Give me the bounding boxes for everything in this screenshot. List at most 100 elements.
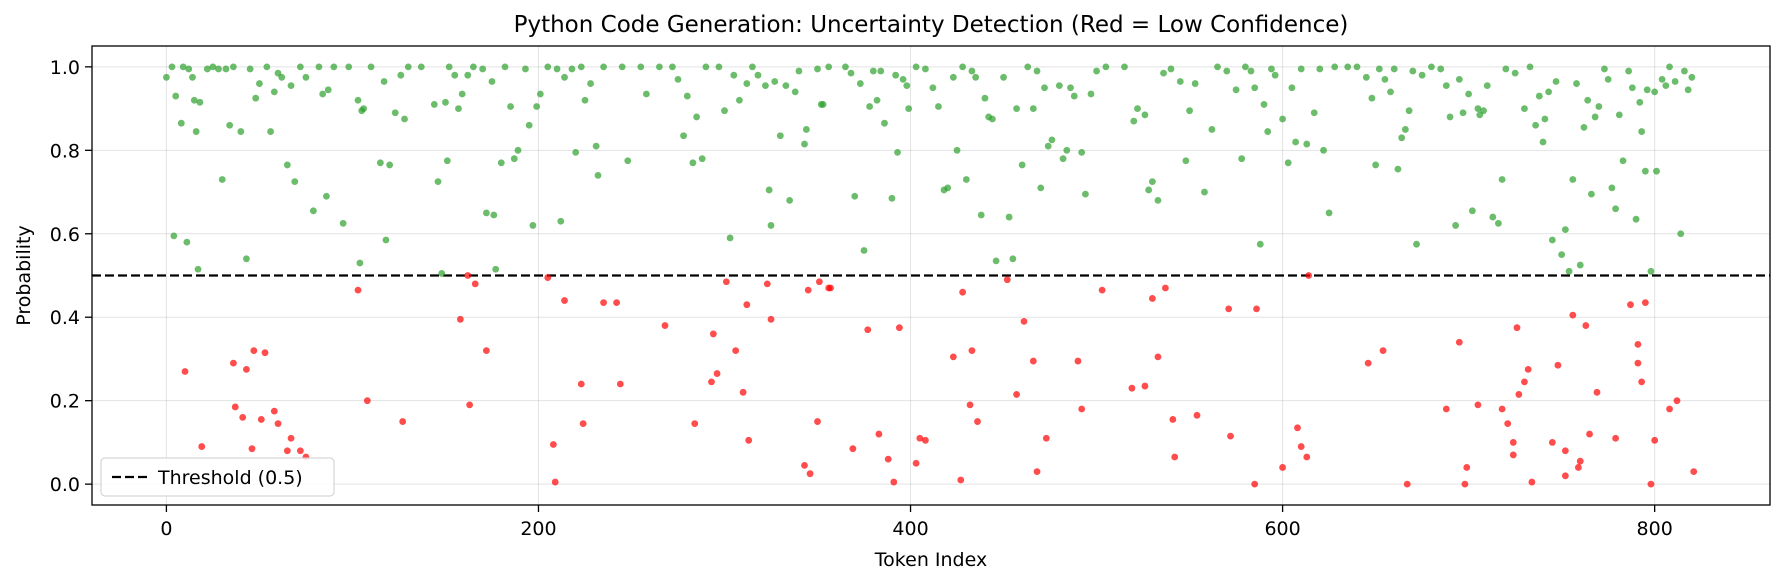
x-tick-label: 400 bbox=[892, 518, 928, 540]
data-point bbox=[616, 380, 624, 388]
data-point bbox=[492, 265, 500, 273]
data-point bbox=[1437, 65, 1445, 73]
data-point bbox=[1636, 98, 1644, 106]
data-point bbox=[1446, 113, 1454, 121]
data-point bbox=[1541, 115, 1549, 123]
data-point bbox=[1474, 105, 1482, 112]
data-point bbox=[1256, 240, 1264, 248]
data-point bbox=[464, 71, 472, 79]
data-point bbox=[456, 315, 464, 323]
data-point bbox=[438, 270, 446, 277]
data-point bbox=[1643, 86, 1651, 94]
data-point bbox=[782, 82, 790, 90]
data-point bbox=[1320, 146, 1327, 154]
data-point bbox=[1305, 272, 1313, 279]
data-point bbox=[466, 401, 474, 409]
data-point bbox=[786, 196, 794, 204]
data-point bbox=[1325, 209, 1333, 217]
data-point bbox=[544, 274, 552, 281]
data-point bbox=[624, 157, 632, 165]
data-point bbox=[873, 96, 881, 104]
data-point bbox=[1316, 65, 1324, 73]
data-point bbox=[815, 278, 823, 286]
data-point bbox=[864, 326, 872, 334]
data-point bbox=[1483, 82, 1491, 90]
data-point bbox=[278, 73, 286, 81]
data-point bbox=[1344, 63, 1352, 71]
data-point bbox=[1193, 411, 1201, 419]
data-point bbox=[579, 420, 587, 428]
data-point bbox=[702, 63, 710, 71]
data-point bbox=[1647, 267, 1655, 275]
data-point bbox=[367, 63, 375, 71]
data-point bbox=[1020, 318, 1028, 325]
data-point bbox=[525, 121, 533, 129]
data-point bbox=[1576, 457, 1584, 465]
data-point bbox=[1489, 213, 1497, 221]
data-point bbox=[443, 157, 451, 165]
data-point bbox=[250, 347, 258, 355]
data-point bbox=[802, 126, 810, 133]
data-points bbox=[163, 63, 1698, 488]
data-point bbox=[1509, 451, 1517, 459]
data-point bbox=[726, 234, 734, 242]
data-point bbox=[739, 388, 747, 396]
data-point bbox=[1130, 117, 1138, 125]
data-point bbox=[1673, 397, 1681, 405]
data-point bbox=[1055, 82, 1063, 90]
data-point bbox=[825, 63, 833, 71]
data-point bbox=[903, 82, 911, 90]
data-point bbox=[1364, 359, 1372, 367]
data-point bbox=[1394, 165, 1402, 173]
data-point bbox=[1201, 188, 1208, 196]
data-point bbox=[243, 255, 250, 263]
data-point bbox=[482, 347, 490, 355]
data-point bbox=[1428, 63, 1435, 71]
data-point bbox=[1160, 69, 1167, 77]
data-point bbox=[689, 159, 697, 167]
data-point bbox=[309, 207, 317, 215]
data-point bbox=[637, 63, 645, 71]
data-point bbox=[1526, 63, 1534, 71]
data-point bbox=[959, 63, 967, 71]
data-point bbox=[1288, 84, 1296, 92]
data-point bbox=[1353, 63, 1361, 71]
data-point bbox=[514, 146, 522, 154]
data-point bbox=[1268, 65, 1275, 73]
data-point bbox=[1511, 69, 1519, 77]
data-point bbox=[163, 73, 170, 81]
data-point bbox=[198, 443, 206, 450]
data-point bbox=[1580, 123, 1588, 131]
data-point bbox=[1651, 436, 1659, 444]
data-point bbox=[1279, 115, 1286, 123]
data-point bbox=[192, 128, 200, 135]
data-point bbox=[875, 430, 883, 438]
data-point bbox=[479, 65, 487, 73]
data-point bbox=[1145, 186, 1153, 194]
data-point bbox=[1498, 176, 1506, 183]
data-point bbox=[959, 288, 967, 296]
data-point bbox=[851, 192, 859, 200]
data-point bbox=[1044, 142, 1052, 150]
data-point bbox=[215, 65, 222, 73]
data-point bbox=[745, 436, 753, 444]
data-point bbox=[905, 105, 913, 112]
data-point bbox=[1586, 430, 1593, 438]
data-point bbox=[248, 445, 256, 453]
data-point bbox=[1398, 134, 1406, 142]
data-point bbox=[735, 96, 743, 104]
data-point bbox=[1368, 94, 1376, 102]
data-point bbox=[1463, 464, 1471, 471]
data-point bbox=[1612, 434, 1619, 442]
data-point bbox=[1651, 88, 1659, 96]
data-point bbox=[296, 447, 304, 455]
data-point bbox=[912, 459, 920, 467]
data-point bbox=[451, 71, 459, 79]
data-point bbox=[661, 322, 669, 329]
data-point bbox=[1625, 67, 1633, 75]
data-point bbox=[181, 368, 189, 375]
data-point bbox=[270, 88, 278, 96]
data-point bbox=[1148, 178, 1156, 186]
data-point bbox=[869, 67, 877, 75]
